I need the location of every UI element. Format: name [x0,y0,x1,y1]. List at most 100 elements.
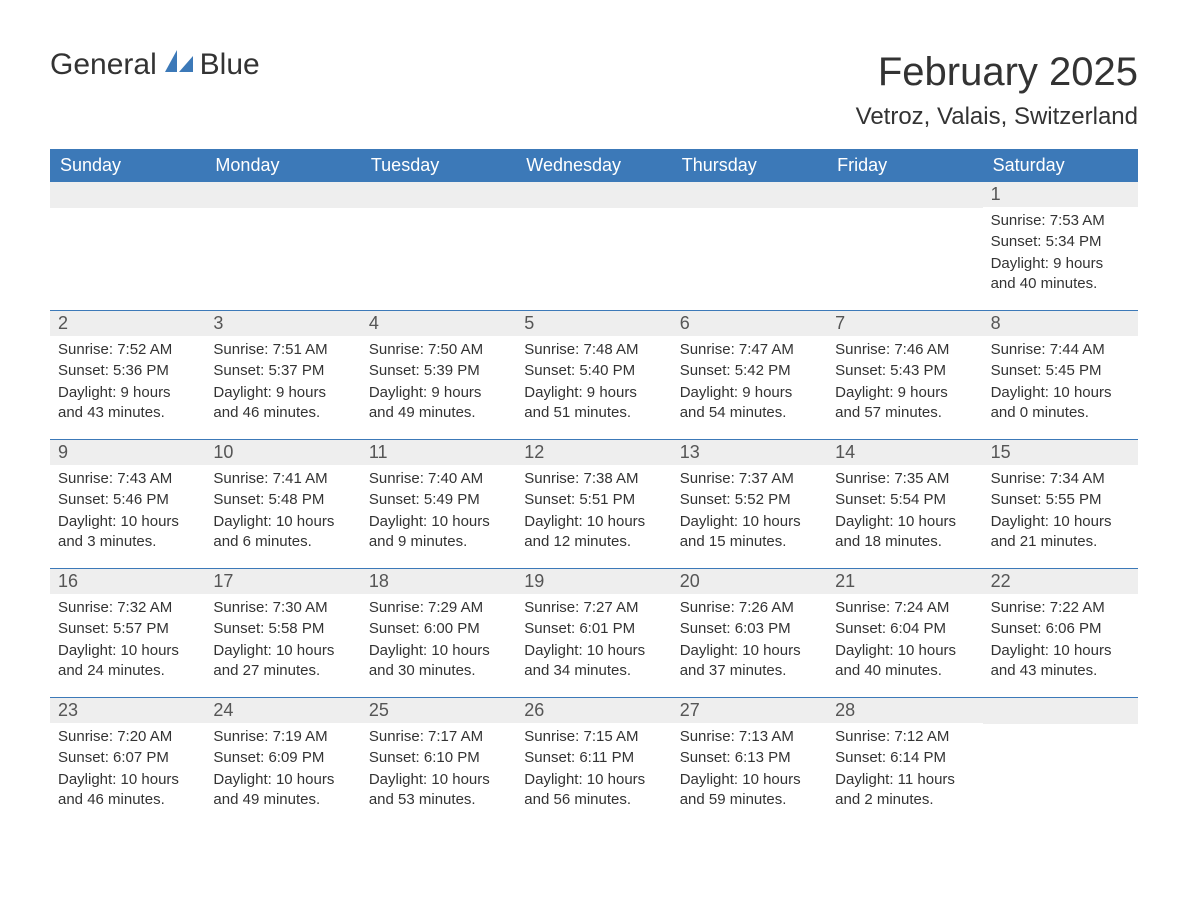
day-number: 1 [983,182,1138,207]
sunset-line: Sunset: 6:13 PM [680,748,819,768]
day-cell [983,698,1138,826]
dow-monday: Monday [205,149,360,182]
day-cell: 25 Sunrise: 7:17 AMSunset: 6:10 PMDayligh… [361,698,516,826]
week-row: 2Sunrise: 7:52 AMSunset: 5:36 PMDaylight… [50,310,1138,439]
sunset-line: Sunset: 6:11 PM [524,748,663,768]
week-row: 23 Sunrise: 7:20 AMSunset: 6:07 PMDayligh… [50,697,1138,826]
sunset-line: Sunset: 6:00 PM [369,619,508,639]
sunrise-line: Sunrise: 7:34 AM [991,469,1130,489]
daylight-line: Daylight: 9 hours and 57 minutes. [835,383,974,424]
daylight-line: Daylight: 10 hours and 27 minutes. [213,641,352,682]
day-number: 12 [516,440,671,465]
daylight-line: Daylight: 9 hours and 43 minutes. [58,383,197,424]
day-info: Sunrise: 7:53 AMSunset: 5:34 PMDaylight:… [983,211,1138,294]
day-number: 19 [516,569,671,594]
day-number: 15 [983,440,1138,465]
daylight-line: Daylight: 10 hours and 56 minutes. [524,770,663,811]
sunrise-line: Sunrise: 7:47 AM [680,340,819,360]
day-cell: 15 Sunrise: 7:34 AMSunset: 5:55 PMDayligh… [983,440,1138,568]
day-cell: 24Sunrise: 7:19 AMSunset: 6:09 PMDayligh… [205,698,360,826]
day-cell: 22 Sunrise: 7:22 AMSunset: 6:06 PMDayligh… [983,569,1138,697]
sunrise-line: Sunrise: 7:20 AM [58,727,197,747]
sunrise-line: Sunrise: 7:27 AM [524,598,663,618]
logo: General Blue [50,50,260,80]
day-number [516,182,671,208]
sunset-line: Sunset: 5:54 PM [835,490,974,510]
sunset-line: Sunset: 5:55 PM [991,490,1130,510]
day-info: Sunrise: 7:44 AMSunset: 5:45 PMDaylight:… [983,340,1138,423]
day-info: Sunrise: 7:48 AMSunset: 5:40 PMDaylight:… [516,340,671,423]
sunset-line: Sunset: 6:14 PM [835,748,974,768]
day-info: Sunrise: 7:47 AMSunset: 5:42 PMDaylight:… [672,340,827,423]
day-number [361,182,516,208]
daylight-line: Daylight: 9 hours and 51 minutes. [524,383,663,424]
day-info: Sunrise: 7:17 AMSunset: 6:10 PMDaylight:… [361,727,516,810]
day-info: Sunrise: 7:20 AMSunset: 6:07 PMDaylight:… [50,727,205,810]
sunrise-line: Sunrise: 7:43 AM [58,469,197,489]
sunset-line: Sunset: 5:42 PM [680,361,819,381]
day-number: 3 [205,311,360,336]
day-info: Sunrise: 7:52 AMSunset: 5:36 PMDaylight:… [50,340,205,423]
sunrise-line: Sunrise: 7:52 AM [58,340,197,360]
location: Vetroz, Valais, Switzerland [856,103,1138,131]
dow-sunday: Sunday [50,149,205,182]
daylight-line: Daylight: 10 hours and 0 minutes. [991,383,1130,424]
sunset-line: Sunset: 5:43 PM [835,361,974,381]
sunrise-line: Sunrise: 7:30 AM [213,598,352,618]
daylight-line: Daylight: 10 hours and 59 minutes. [680,770,819,811]
daylight-line: Daylight: 9 hours and 40 minutes. [991,254,1130,295]
day-info: Sunrise: 7:46 AMSunset: 5:43 PMDaylight:… [827,340,982,423]
sunrise-line: Sunrise: 7:41 AM [213,469,352,489]
daylight-line: Daylight: 10 hours and 43 minutes. [991,641,1130,682]
sunrise-line: Sunrise: 7:38 AM [524,469,663,489]
day-info: Sunrise: 7:40 AMSunset: 5:49 PMDaylight:… [361,469,516,552]
dow-saturday: Saturday [983,149,1138,182]
day-info: Sunrise: 7:24 AMSunset: 6:04 PMDaylight:… [827,598,982,681]
logo-sail-icon [165,50,195,77]
day-cell [516,182,671,310]
day-info: Sunrise: 7:32 AMSunset: 5:57 PMDaylight:… [50,598,205,681]
daylight-line: Daylight: 10 hours and 40 minutes. [835,641,974,682]
day-info: Sunrise: 7:34 AMSunset: 5:55 PMDaylight:… [983,469,1138,552]
logo-text-2: Blue [200,48,260,81]
dow-wednesday: Wednesday [516,149,671,182]
daylight-line: Daylight: 10 hours and 24 minutes. [58,641,197,682]
day-info: Sunrise: 7:22 AMSunset: 6:06 PMDaylight:… [983,598,1138,681]
day-number: 20 [672,569,827,594]
day-cell: 3Sunrise: 7:51 AMSunset: 5:37 PMDaylight… [205,311,360,439]
daylight-line: Daylight: 10 hours and 49 minutes. [213,770,352,811]
day-number [827,182,982,208]
header: General Blue February 2025 Vetroz, Valai… [50,50,1138,131]
day-number: 25 [361,698,516,723]
day-number [672,182,827,208]
daylight-line: Daylight: 10 hours and 15 minutes. [680,512,819,553]
day-cell: 18Sunrise: 7:29 AMSunset: 6:00 PMDayligh… [361,569,516,697]
day-cell: 19 Sunrise: 7:27 AMSunset: 6:01 PMDayligh… [516,569,671,697]
sunset-line: Sunset: 5:45 PM [991,361,1130,381]
day-number: 17 [205,569,360,594]
daylight-line: Daylight: 10 hours and 12 minutes. [524,512,663,553]
daylight-line: Daylight: 10 hours and 34 minutes. [524,641,663,682]
day-number: 8 [983,311,1138,336]
day-info: Sunrise: 7:13 AMSunset: 6:13 PMDaylight:… [672,727,827,810]
sunset-line: Sunset: 5:58 PM [213,619,352,639]
daylight-line: Daylight: 9 hours and 46 minutes. [213,383,352,424]
sunset-line: Sunset: 5:52 PM [680,490,819,510]
day-cell: 23 Sunrise: 7:20 AMSunset: 6:07 PMDayligh… [50,698,205,826]
day-cell: 27Sunrise: 7:13 AMSunset: 6:13 PMDayligh… [672,698,827,826]
sunrise-line: Sunrise: 7:46 AM [835,340,974,360]
sunrise-line: Sunrise: 7:22 AM [991,598,1130,618]
day-number: 23 [50,698,205,723]
sunset-line: Sunset: 5:57 PM [58,619,197,639]
day-number: 22 [983,569,1138,594]
day-number: 14 [827,440,982,465]
day-number: 4 [361,311,516,336]
sunset-line: Sunset: 5:34 PM [991,232,1130,252]
day-number: 7 [827,311,982,336]
day-cell: 12Sunrise: 7:38 AMSunset: 5:51 PMDayligh… [516,440,671,568]
title-block: February 2025 Vetroz, Valais, Switzerlan… [856,50,1138,131]
daylight-line: Daylight: 11 hours and 2 minutes. [835,770,974,811]
sunset-line: Sunset: 5:36 PM [58,361,197,381]
sunset-line: Sunset: 5:49 PM [369,490,508,510]
day-info: Sunrise: 7:27 AMSunset: 6:01 PMDaylight:… [516,598,671,681]
